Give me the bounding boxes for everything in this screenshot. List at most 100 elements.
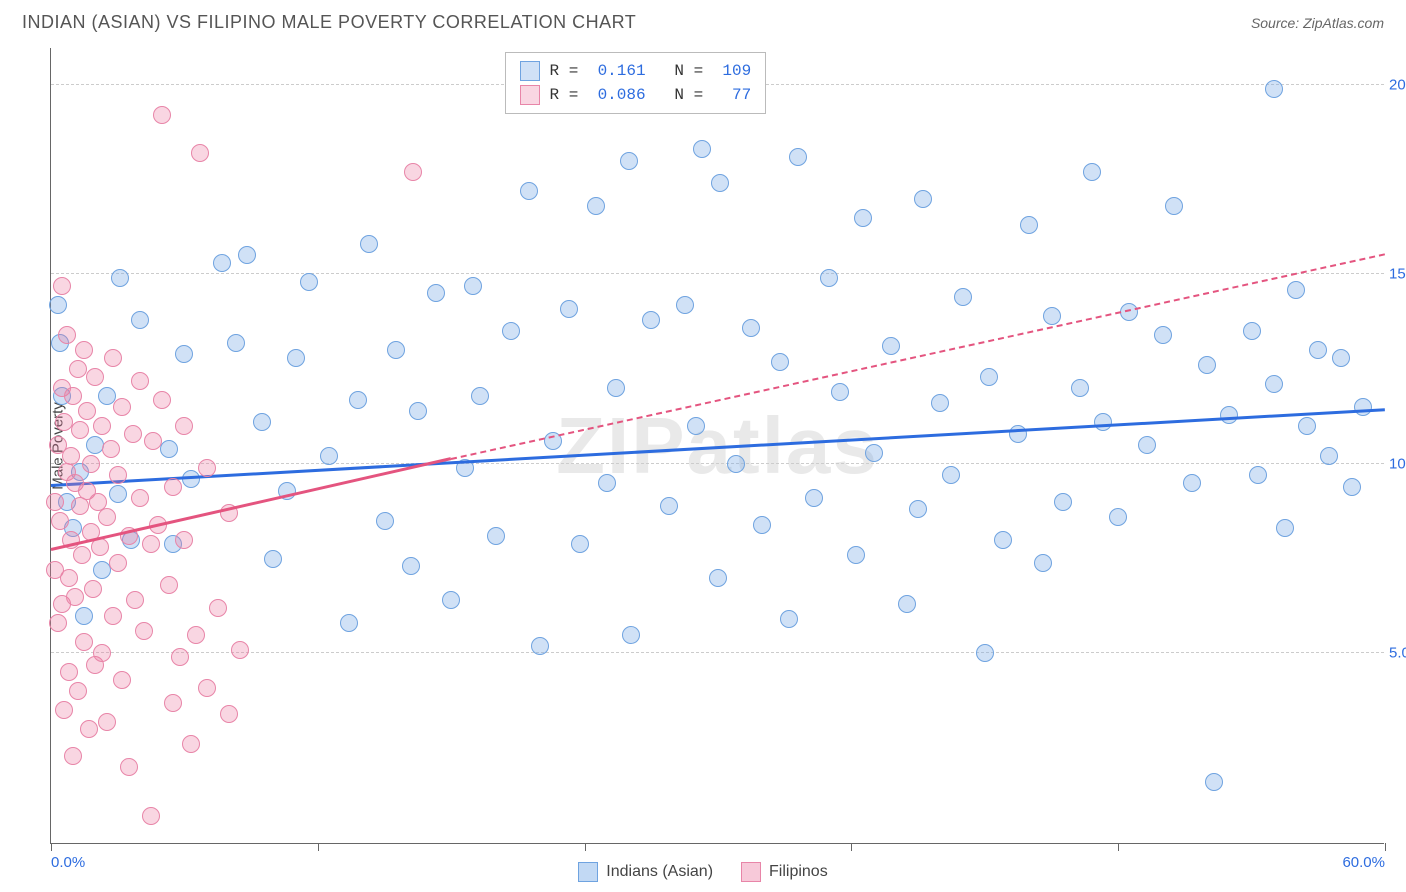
trend-line	[451, 254, 1385, 461]
scatter-point	[831, 383, 849, 401]
stats-legend: R = 0.161 N = 109R = 0.086 N = 77	[505, 52, 767, 114]
scatter-point	[213, 254, 231, 272]
scatter-point	[502, 322, 520, 340]
scatter-point	[1083, 163, 1101, 181]
scatter-point	[84, 580, 102, 598]
scatter-point	[771, 353, 789, 371]
scatter-point	[253, 413, 271, 431]
scatter-point	[1165, 197, 1183, 215]
y-tick-label: 5.0%	[1389, 645, 1406, 662]
scatter-point	[1054, 493, 1072, 511]
scatter-point	[60, 663, 78, 681]
scatter-point	[300, 273, 318, 291]
scatter-point	[464, 277, 482, 295]
chart-title: INDIAN (ASIAN) VS FILIPINO MALE POVERTY …	[22, 12, 636, 33]
bottom-legend: Indians (Asian)Filipinos	[0, 862, 1406, 882]
scatter-point	[387, 341, 405, 359]
scatter-point	[622, 626, 640, 644]
scatter-point	[209, 599, 227, 617]
scatter-point	[520, 182, 538, 200]
scatter-point	[780, 610, 798, 628]
scatter-point	[676, 296, 694, 314]
scatter-point	[287, 349, 305, 367]
scatter-point	[404, 163, 422, 181]
scatter-point	[1298, 417, 1316, 435]
scatter-point	[55, 701, 73, 719]
x-tick	[851, 843, 852, 851]
scatter-point	[104, 607, 122, 625]
scatter-point	[820, 269, 838, 287]
scatter-point	[805, 489, 823, 507]
scatter-point	[1071, 379, 1089, 397]
scatter-point	[86, 368, 104, 386]
scatter-point	[126, 591, 144, 609]
scatter-point	[571, 535, 589, 553]
scatter-point	[954, 288, 972, 306]
scatter-point	[153, 106, 171, 124]
scatter-point	[1034, 554, 1052, 572]
scatter-point	[587, 197, 605, 215]
scatter-point	[789, 148, 807, 166]
scatter-point	[131, 372, 149, 390]
scatter-point	[49, 614, 67, 632]
legend-row: R = 0.161 N = 109	[520, 59, 752, 83]
gridline	[51, 652, 1384, 653]
scatter-point	[854, 209, 872, 227]
scatter-point	[487, 527, 505, 545]
x-tick	[51, 843, 52, 851]
scatter-point	[187, 626, 205, 644]
y-tick-label: 10.0%	[1389, 455, 1406, 472]
scatter-point	[171, 648, 189, 666]
gridline	[51, 463, 1384, 464]
scatter-point	[1020, 216, 1038, 234]
scatter-point	[124, 425, 142, 443]
scatter-chart: ZIPatlas 5.0%10.0%15.0%20.0%0.0%60.0%R =…	[50, 48, 1384, 844]
scatter-point	[131, 311, 149, 329]
legend-swatch	[578, 862, 598, 882]
scatter-point	[73, 546, 91, 564]
scatter-point	[64, 387, 82, 405]
scatter-point	[976, 644, 994, 662]
scatter-point	[1009, 425, 1027, 443]
scatter-point	[360, 235, 378, 253]
scatter-point	[109, 554, 127, 572]
scatter-point	[753, 516, 771, 534]
scatter-point	[53, 277, 71, 295]
scatter-point	[75, 607, 93, 625]
scatter-point	[58, 326, 76, 344]
scatter-point	[409, 402, 427, 420]
scatter-point	[264, 550, 282, 568]
scatter-point	[98, 508, 116, 526]
scatter-point	[402, 557, 420, 575]
scatter-point	[66, 588, 84, 606]
scatter-point	[1138, 436, 1156, 454]
legend-swatch	[520, 85, 540, 105]
scatter-point	[49, 296, 67, 314]
scatter-point	[427, 284, 445, 302]
scatter-point	[1198, 356, 1216, 374]
scatter-point	[109, 466, 127, 484]
scatter-point	[82, 455, 100, 473]
scatter-point	[80, 720, 98, 738]
scatter-point	[113, 398, 131, 416]
bottom-legend-item: Indians (Asian)	[578, 862, 713, 882]
scatter-point	[160, 576, 178, 594]
scatter-point	[135, 622, 153, 640]
legend-swatch	[520, 61, 540, 81]
source-label: Source:	[1251, 15, 1299, 31]
scatter-point	[931, 394, 949, 412]
scatter-point	[693, 140, 711, 158]
legend-row: R = 0.086 N = 77	[520, 83, 752, 107]
scatter-point	[898, 595, 916, 613]
scatter-point	[231, 641, 249, 659]
scatter-point	[531, 637, 549, 655]
scatter-point	[711, 174, 729, 192]
scatter-point	[909, 500, 927, 518]
scatter-point	[942, 466, 960, 484]
scatter-point	[142, 807, 160, 825]
scatter-point	[1354, 398, 1372, 416]
chart-header: INDIAN (ASIAN) VS FILIPINO MALE POVERTY …	[0, 0, 1406, 43]
scatter-point	[111, 269, 129, 287]
scatter-point	[320, 447, 338, 465]
scatter-point	[131, 489, 149, 507]
